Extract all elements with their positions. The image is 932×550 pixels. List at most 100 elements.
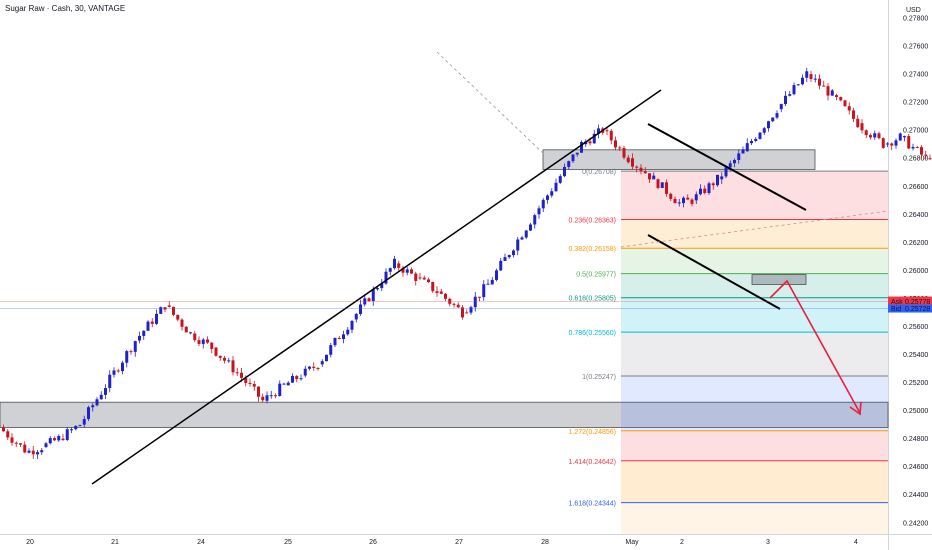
price-tick-label: 0.25400 xyxy=(903,352,928,359)
candle-body xyxy=(159,307,163,314)
candle-body xyxy=(439,291,443,294)
candle-body xyxy=(907,136,911,149)
candle-body xyxy=(155,313,158,324)
candle-body xyxy=(414,273,418,281)
fib-band xyxy=(621,219,888,249)
time-tick-label: 21 xyxy=(111,539,119,546)
price-tick-label: 0.25000 xyxy=(903,408,928,415)
fib-level-label: 0.5(0.25977) xyxy=(576,272,616,279)
candle-body xyxy=(588,141,592,144)
candle-body xyxy=(261,396,265,401)
candle-body xyxy=(771,117,775,122)
candle-body xyxy=(172,306,175,315)
candle-body xyxy=(108,374,112,389)
candle-body xyxy=(146,321,150,331)
candle-body xyxy=(456,304,460,308)
candle-body xyxy=(2,427,5,432)
price-axis-area xyxy=(888,0,932,550)
candle-body xyxy=(452,303,456,305)
candle-body xyxy=(758,132,762,139)
candle-body xyxy=(847,106,851,111)
candle-body xyxy=(40,450,44,453)
candle-body xyxy=(660,182,664,188)
candle-body xyxy=(567,161,571,167)
candle-body xyxy=(575,152,579,155)
candle-body xyxy=(877,133,881,139)
candle-body xyxy=(473,296,477,308)
candle-body xyxy=(635,166,639,168)
candle-body xyxy=(235,372,239,374)
candle-body xyxy=(524,230,528,238)
candle-body xyxy=(48,438,52,444)
ask-badge-value: 0.25778 xyxy=(905,299,930,306)
candle-body xyxy=(779,104,783,110)
candle-body xyxy=(405,269,409,273)
fib-band xyxy=(621,248,888,274)
candle-body xyxy=(830,90,834,96)
candle-body xyxy=(529,224,532,231)
projection-arrow-head xyxy=(849,401,862,416)
candle-body xyxy=(435,291,439,293)
candle-body xyxy=(597,128,600,134)
candle-body xyxy=(150,321,154,324)
candle-body xyxy=(142,330,146,336)
candle-body xyxy=(550,191,554,196)
currency-label: USD xyxy=(906,7,921,14)
candle-body xyxy=(813,78,817,80)
channel-lower-line xyxy=(647,234,781,310)
fib-band xyxy=(621,332,888,376)
candle-body xyxy=(240,372,243,378)
candle-body xyxy=(835,95,838,98)
candle-body xyxy=(563,166,566,177)
candle-body xyxy=(801,77,804,85)
fib-band xyxy=(621,375,888,431)
candle-body xyxy=(210,342,214,349)
ask-badge xyxy=(888,296,932,306)
candle-body xyxy=(91,405,95,408)
candle-body xyxy=(699,188,702,195)
candle-body xyxy=(784,95,787,105)
time-tick-label: 27 xyxy=(455,539,463,546)
candle-body xyxy=(826,86,830,96)
candle-body xyxy=(643,171,647,174)
price-tick-label: 0.27000 xyxy=(903,128,928,135)
candle-body xyxy=(822,85,826,87)
candle-body xyxy=(499,260,503,271)
candle-body xyxy=(167,305,171,307)
candle-body xyxy=(911,146,915,149)
price-tick-label: 0.27400 xyxy=(903,72,928,79)
candle-body xyxy=(716,174,719,186)
candle-body xyxy=(82,419,86,425)
candle-body xyxy=(512,250,515,256)
time-tick-label: 26 xyxy=(369,539,377,546)
price-tick-label: 0.24600 xyxy=(903,464,928,471)
candle-body xyxy=(350,320,354,330)
candle-body xyxy=(928,158,932,160)
candle-body xyxy=(733,159,736,164)
candle-body xyxy=(924,154,928,156)
candle-body xyxy=(622,147,626,158)
candle-body xyxy=(129,351,133,353)
candle-body xyxy=(388,268,392,272)
dashed-guide-left xyxy=(436,51,546,156)
price-tick-label: 0.26800 xyxy=(903,156,928,163)
candle-body xyxy=(231,360,235,373)
candle-body xyxy=(792,85,796,95)
candle-body xyxy=(422,277,426,280)
candle-body xyxy=(367,298,371,302)
candle-body xyxy=(333,337,337,346)
candle-body xyxy=(920,147,923,155)
fib-level-label: 0(0.26708) xyxy=(582,169,616,176)
candle-body xyxy=(686,197,690,200)
candle-body xyxy=(269,395,273,397)
candle-body xyxy=(257,386,260,397)
fib-level-label: 0.236(0.26363) xyxy=(569,218,616,225)
candle-body xyxy=(444,293,447,299)
candle-body xyxy=(605,130,609,132)
candle-body xyxy=(342,334,345,340)
candle-body xyxy=(359,304,362,314)
fib-level-label: 0.382(0.26158) xyxy=(569,246,616,253)
candle-body xyxy=(6,431,10,438)
candle-body xyxy=(184,326,188,333)
